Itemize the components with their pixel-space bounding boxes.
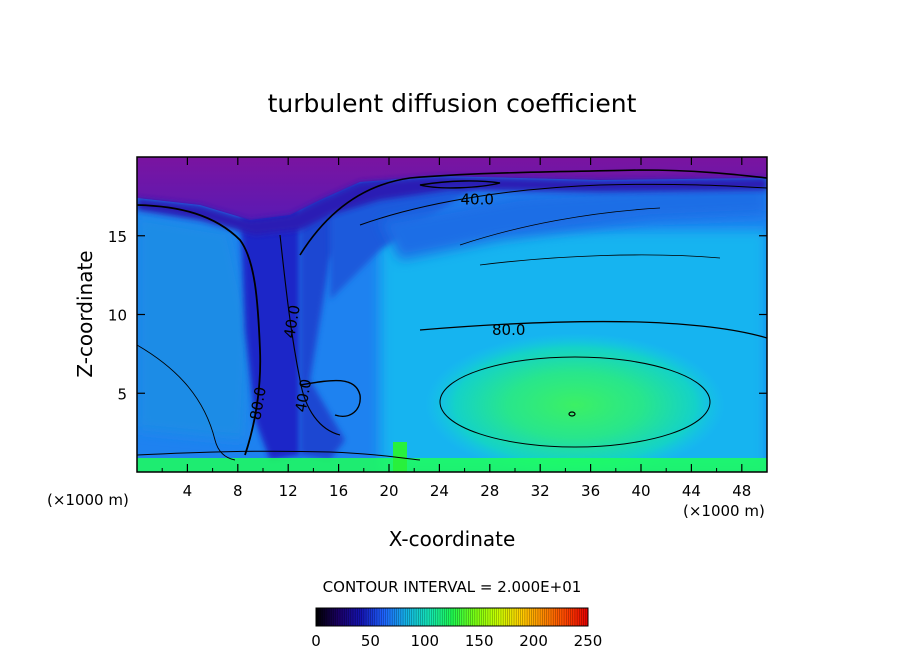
- contour-interval-label: CONTOUR INTERVAL = 2.000E+01: [323, 578, 582, 596]
- heatmap-field: [137, 157, 767, 472]
- x-tick-label: 16: [329, 482, 348, 500]
- chart-title: turbulent diffusion coefficient: [268, 89, 637, 118]
- contour-lines: [137, 169, 767, 461]
- contour-label: 40.0: [292, 378, 316, 414]
- x-axis-label: X-coordinate: [389, 527, 516, 551]
- x-tick-label: 28: [480, 482, 499, 500]
- x-tick-label: 36: [581, 482, 600, 500]
- colorbar-tick-label: 0: [311, 632, 321, 650]
- contour-label: 80.0: [246, 385, 270, 421]
- x-unit-label-right: (×1000 m): [683, 502, 765, 520]
- x-tick-label: 12: [279, 482, 298, 500]
- y-tick-label: 15: [108, 228, 127, 246]
- x-axis-ticks: 4 8 12 16 20 24 28 32 36 40 44 48: [161, 157, 751, 500]
- colorbar-tick-label: 50: [361, 632, 380, 650]
- colorbar-tick-label: 250: [574, 632, 603, 650]
- x-tick-label: 24: [430, 482, 449, 500]
- x-tick-label: 20: [379, 482, 398, 500]
- x-tick-label: 32: [531, 482, 550, 500]
- colorbar-gradient: [316, 608, 588, 626]
- contour-label: 40.0: [460, 190, 493, 208]
- x-tick-label: 44: [682, 482, 701, 500]
- colorbar-tick-label: 100: [410, 632, 439, 650]
- contour-label: 80.0: [492, 321, 525, 339]
- y-axis-label: Z-coordinate: [73, 250, 97, 377]
- contour-label: 40.0: [280, 303, 304, 339]
- contour-labels: 40.0 80.0 40.0 40.0 80.0: [246, 190, 525, 421]
- colorbar-tick-label: 150: [465, 632, 494, 650]
- y-tick-label: 5: [117, 385, 127, 403]
- colorbar: 0 50 100 150 200 250: [311, 607, 603, 650]
- y-axis-ticks: 5 10 15: [108, 228, 767, 403]
- x-unit-label-left: (×1000 m): [47, 491, 129, 509]
- x-tick-label: 4: [183, 482, 193, 500]
- x-tick-label: 48: [732, 482, 751, 500]
- y-tick-label: 10: [108, 307, 127, 325]
- colorbar-tick-label: 200: [519, 632, 548, 650]
- x-tick-label: 8: [233, 482, 243, 500]
- colorbar-frame: [315, 607, 589, 627]
- x-tick-label: 40: [631, 482, 650, 500]
